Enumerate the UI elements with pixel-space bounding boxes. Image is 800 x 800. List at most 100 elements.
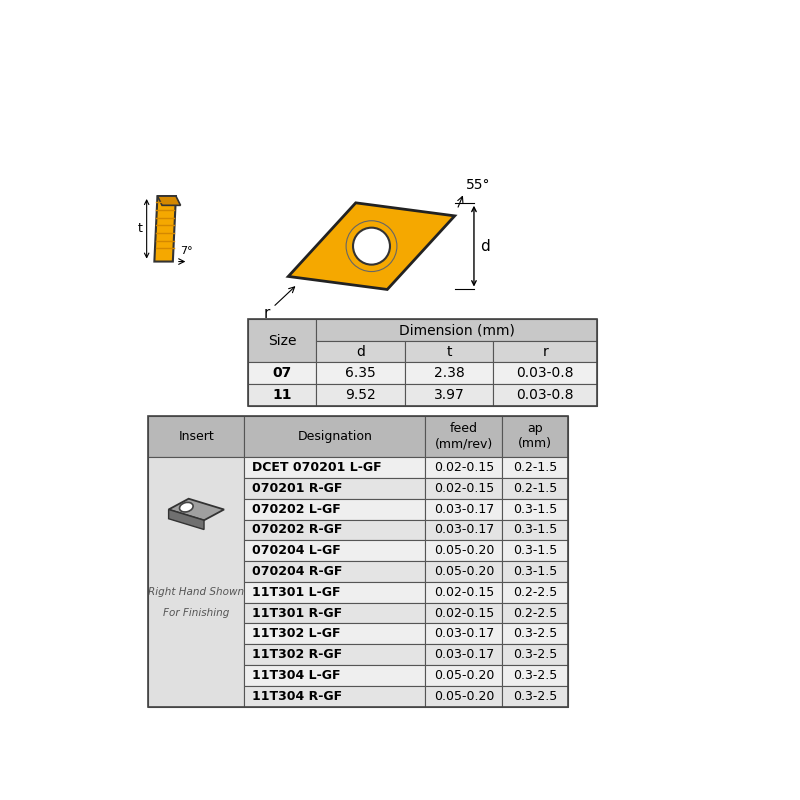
Text: Size: Size (268, 334, 297, 348)
Text: 11T301 R-GF: 11T301 R-GF (252, 606, 342, 619)
Text: Designation: Designation (298, 430, 372, 443)
Text: 11T304 L-GF: 11T304 L-GF (252, 669, 341, 682)
Bar (426, 519, 502, 540)
Bar (405, 341, 493, 362)
Text: 11T302 L-GF: 11T302 L-GF (252, 627, 341, 640)
Bar (316, 341, 405, 362)
Bar (426, 602, 502, 623)
Bar (316, 362, 405, 384)
Bar (502, 561, 568, 582)
Bar (245, 498, 426, 519)
Text: 55°: 55° (466, 178, 490, 192)
Bar (493, 341, 597, 362)
Text: ap
(mm): ap (mm) (518, 422, 552, 450)
Bar (405, 362, 493, 384)
Bar (245, 519, 426, 540)
Bar (502, 540, 568, 561)
Text: 0.2-2.5: 0.2-2.5 (513, 606, 558, 619)
Text: r: r (263, 306, 270, 321)
Bar (148, 415, 245, 457)
Bar (502, 665, 568, 686)
Text: For Finishing: For Finishing (163, 608, 230, 618)
Text: 11T301 L-GF: 11T301 L-GF (252, 586, 341, 598)
Bar (426, 665, 502, 686)
Bar (426, 457, 502, 478)
Text: 0.03-0.17: 0.03-0.17 (434, 648, 494, 661)
Circle shape (353, 228, 390, 265)
Ellipse shape (179, 502, 193, 512)
Bar (502, 478, 568, 498)
Text: d: d (480, 238, 490, 254)
Bar (426, 478, 502, 498)
Bar (245, 457, 426, 478)
Text: 0.2-1.5: 0.2-1.5 (513, 482, 558, 495)
Bar (502, 457, 568, 478)
Bar (426, 644, 502, 665)
Bar (245, 415, 426, 457)
Bar (245, 623, 426, 644)
Text: 0.03-0.8: 0.03-0.8 (516, 366, 574, 380)
Bar (405, 384, 493, 406)
Text: 0.2-2.5: 0.2-2.5 (513, 586, 558, 598)
Text: Right Hand Shown: Right Hand Shown (148, 587, 244, 598)
Text: 07: 07 (273, 366, 292, 380)
Polygon shape (169, 510, 204, 530)
Bar (245, 665, 426, 686)
Bar (148, 457, 245, 706)
Text: feed
(mm/rev): feed (mm/rev) (434, 422, 493, 450)
Bar (248, 384, 316, 406)
Bar (502, 415, 568, 457)
Text: 0.03-0.8: 0.03-0.8 (516, 388, 574, 402)
Polygon shape (154, 196, 176, 262)
Text: 0.03-0.17: 0.03-0.17 (434, 502, 494, 516)
Text: 7°: 7° (180, 246, 192, 256)
Polygon shape (169, 498, 224, 520)
Bar (245, 540, 426, 561)
Bar (502, 498, 568, 519)
Bar (248, 319, 316, 362)
Text: 0.03-0.17: 0.03-0.17 (434, 523, 494, 536)
Bar (245, 686, 426, 706)
Text: 9.52: 9.52 (345, 388, 376, 402)
Bar (426, 498, 502, 519)
Bar (248, 362, 316, 384)
Bar (245, 561, 426, 582)
Bar (493, 384, 597, 406)
Bar (316, 384, 405, 406)
Text: 070202 R-GF: 070202 R-GF (252, 523, 342, 536)
Bar (316, 319, 597, 341)
Polygon shape (158, 196, 181, 206)
Text: 0.3-1.5: 0.3-1.5 (513, 502, 558, 516)
Bar (502, 519, 568, 540)
Text: DCET 070201 L-GF: DCET 070201 L-GF (252, 461, 382, 474)
Text: t: t (138, 222, 143, 235)
Text: 11T304 R-GF: 11T304 R-GF (252, 690, 342, 702)
Text: 0.05-0.20: 0.05-0.20 (434, 669, 494, 682)
Text: 0.3-2.5: 0.3-2.5 (513, 627, 558, 640)
Text: 0.3-2.5: 0.3-2.5 (513, 648, 558, 661)
Bar (245, 602, 426, 623)
Bar (502, 623, 568, 644)
Text: 0.02-0.15: 0.02-0.15 (434, 461, 494, 474)
Text: 0.02-0.15: 0.02-0.15 (434, 606, 494, 619)
Bar (502, 686, 568, 706)
Text: 0.3-1.5: 0.3-1.5 (513, 565, 558, 578)
Bar (426, 686, 502, 706)
Text: 0.3-1.5: 0.3-1.5 (513, 544, 558, 557)
Bar (502, 582, 568, 602)
Text: 0.05-0.20: 0.05-0.20 (434, 690, 494, 702)
Text: r: r (542, 345, 548, 358)
Bar (426, 582, 502, 602)
Bar (426, 540, 502, 561)
Bar (426, 561, 502, 582)
Text: 0.2-1.5: 0.2-1.5 (513, 461, 558, 474)
Text: 0.05-0.20: 0.05-0.20 (434, 544, 494, 557)
Bar (493, 362, 597, 384)
Text: d: d (356, 345, 365, 358)
Text: Dimension (mm): Dimension (mm) (398, 323, 514, 337)
Bar (248, 319, 597, 406)
Text: 070201 R-GF: 070201 R-GF (252, 482, 342, 495)
Text: 0.03-0.17: 0.03-0.17 (434, 627, 494, 640)
Text: 6.35: 6.35 (345, 366, 376, 380)
Polygon shape (288, 203, 454, 290)
